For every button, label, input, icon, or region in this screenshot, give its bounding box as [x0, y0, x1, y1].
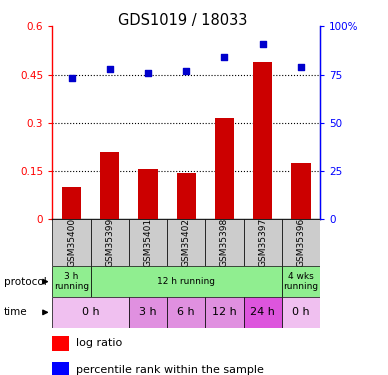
Text: 0 h: 0 h — [82, 308, 99, 317]
Text: 3 h
running: 3 h running — [54, 272, 89, 291]
Text: 6 h: 6 h — [177, 308, 195, 317]
Bar — [215, 118, 234, 219]
Point — [107, 66, 113, 72]
Point — [183, 68, 189, 74]
Text: GSM35399: GSM35399 — [105, 218, 114, 267]
Text: 4 wks
running: 4 wks running — [283, 272, 319, 291]
Bar — [167, 219, 205, 266]
Bar — [253, 62, 272, 219]
Bar — [282, 297, 320, 328]
Text: GSM35401: GSM35401 — [144, 218, 152, 267]
Bar — [52, 362, 69, 375]
Bar — [129, 219, 167, 266]
Bar — [91, 219, 129, 266]
Text: GSM35402: GSM35402 — [182, 218, 191, 267]
Text: GSM35398: GSM35398 — [220, 218, 229, 267]
Text: 12 h running: 12 h running — [157, 277, 215, 286]
Text: protocol: protocol — [4, 277, 47, 286]
Text: GDS1019 / 18033: GDS1019 / 18033 — [118, 13, 247, 28]
Bar — [129, 297, 167, 328]
Bar — [282, 219, 320, 266]
Bar — [52, 219, 91, 266]
Text: GSM35396: GSM35396 — [296, 218, 305, 267]
Point — [298, 64, 304, 70]
Bar — [62, 187, 81, 219]
Text: 12 h: 12 h — [212, 308, 237, 317]
Point — [222, 54, 228, 60]
Bar — [291, 163, 310, 219]
Bar — [91, 266, 282, 297]
Bar — [177, 173, 196, 219]
Bar — [52, 266, 91, 297]
Text: log ratio: log ratio — [76, 338, 122, 348]
Bar — [205, 219, 244, 266]
Point — [68, 75, 74, 81]
Text: 3 h: 3 h — [139, 308, 157, 317]
Bar — [52, 336, 69, 351]
Text: GSM35400: GSM35400 — [67, 218, 76, 267]
Point — [260, 40, 266, 46]
Bar — [139, 170, 158, 219]
Text: time: time — [4, 308, 28, 317]
Text: 24 h: 24 h — [250, 308, 275, 317]
Text: percentile rank within the sample: percentile rank within the sample — [76, 364, 263, 375]
Bar — [244, 219, 282, 266]
Text: 0 h: 0 h — [292, 308, 310, 317]
Bar — [100, 152, 119, 219]
Bar — [282, 266, 320, 297]
Bar — [167, 297, 205, 328]
Bar — [205, 297, 244, 328]
Bar — [52, 297, 129, 328]
Bar — [244, 297, 282, 328]
Point — [145, 70, 151, 76]
Text: GSM35397: GSM35397 — [258, 218, 267, 267]
